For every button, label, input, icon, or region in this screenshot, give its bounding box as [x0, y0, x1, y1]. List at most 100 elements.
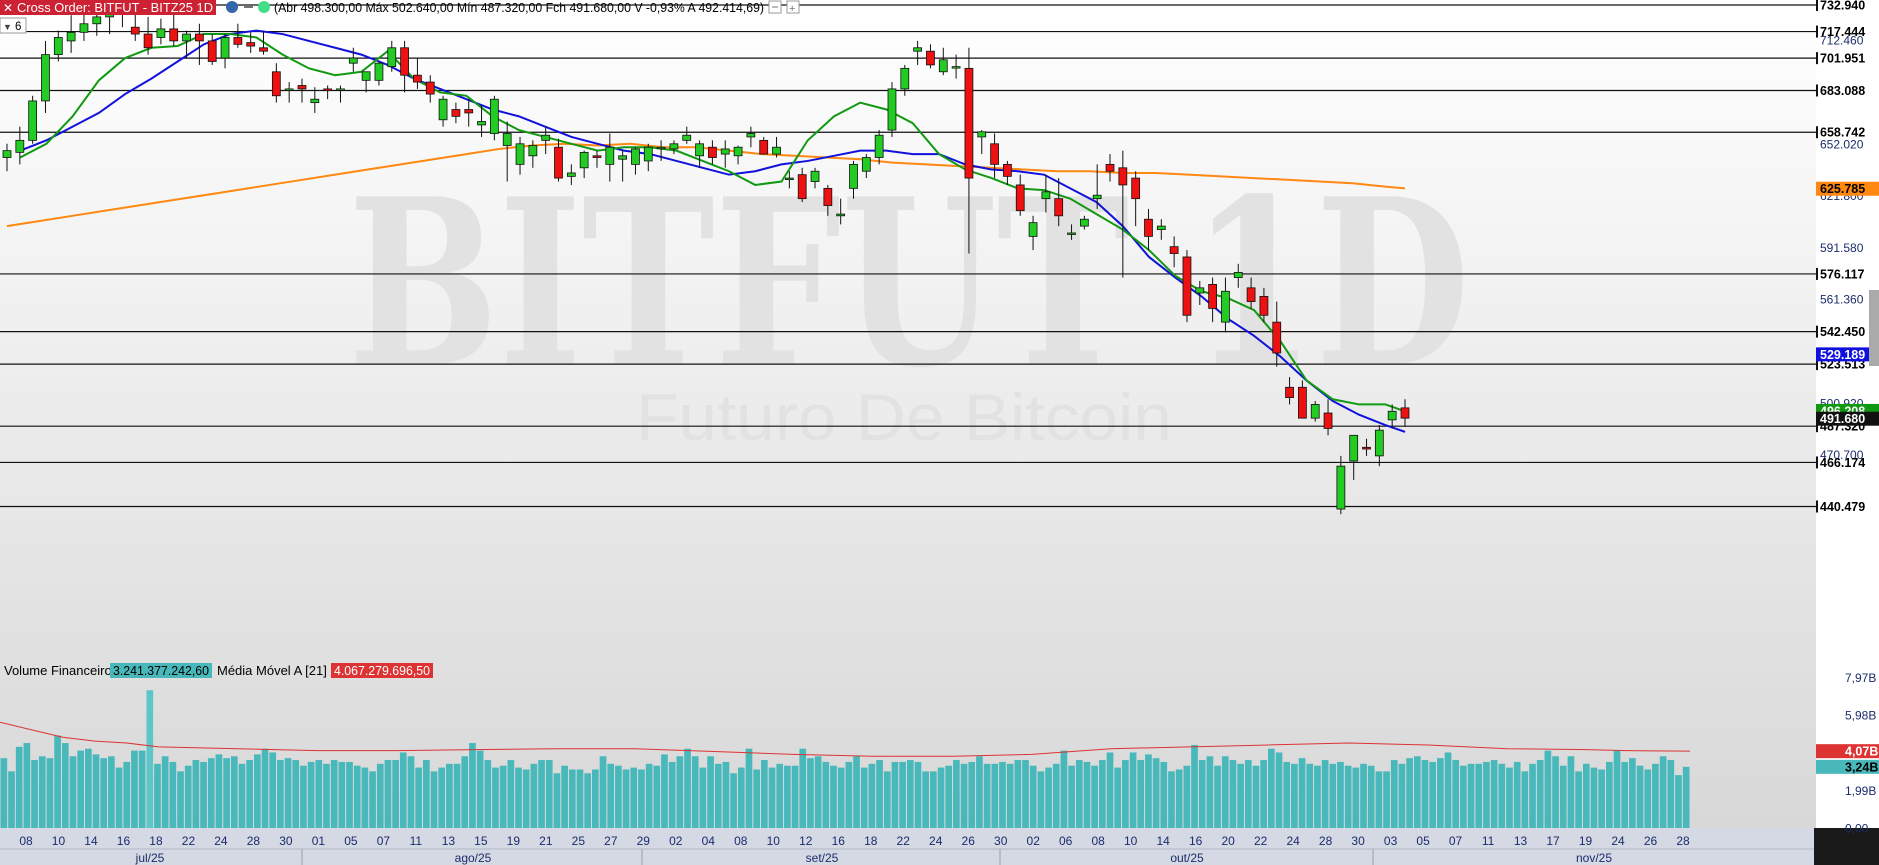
price-badge-label: 491.680	[1820, 412, 1865, 426]
candle-body	[1067, 232, 1076, 235]
candle-body	[182, 33, 191, 42]
candle	[195, 23, 204, 65]
candle	[271, 63, 281, 103]
time-axis-day: 27	[604, 834, 618, 848]
volume-bar	[1582, 763, 1590, 828]
volume-bar	[423, 760, 430, 828]
status-icon[interactable]	[258, 1, 270, 13]
time-axis-day: 30	[279, 834, 293, 848]
period-selector[interactable]	[0, 17, 27, 34]
volume-bar	[1559, 765, 1567, 828]
volume-bar	[1283, 761, 1291, 828]
volume-bar	[930, 771, 937, 828]
candle-body	[1144, 218, 1153, 237]
candle	[913, 40, 922, 65]
volume-bar	[499, 765, 507, 828]
candle-body	[92, 16, 102, 25]
candle	[1195, 280, 1205, 305]
candles	[2, 0, 1410, 515]
volume-bar	[361, 767, 369, 828]
candle	[1028, 215, 1038, 251]
candle	[618, 150, 628, 182]
candle-body	[195, 33, 204, 42]
time-axis-day: 25	[572, 834, 586, 848]
volume-bar	[461, 756, 469, 828]
volume-bar	[937, 767, 945, 828]
candle	[733, 145, 743, 165]
volume-bar	[323, 763, 330, 828]
price-line-label: 701.951	[1820, 52, 1865, 66]
price-line-marker	[1816, 52, 1818, 65]
candle	[207, 34, 217, 65]
volume-bar	[1298, 758, 1306, 828]
candle-body	[977, 131, 987, 138]
candle-body	[797, 174, 807, 200]
volume-bar	[1160, 761, 1168, 828]
horizontal-lines	[0, 4, 1816, 508]
volume-bar	[1337, 761, 1344, 828]
globe-icon[interactable]	[226, 1, 238, 13]
volume-bar	[876, 760, 883, 828]
volume-bar	[492, 767, 499, 828]
candle-body	[1349, 434, 1359, 462]
candle-body	[2, 150, 12, 158]
candle	[400, 40, 409, 93]
volume-bar	[837, 767, 845, 828]
candle	[348, 47, 358, 72]
volume-bar	[23, 743, 31, 828]
price-line-marker	[1816, 420, 1818, 433]
volume-bar	[953, 760, 960, 828]
candle	[1310, 401, 1320, 422]
price-line-label: 542.450	[1820, 325, 1865, 339]
candle-body	[759, 139, 769, 155]
volume-value-box	[110, 663, 212, 678]
title-box[interactable]	[0, 0, 216, 15]
candle	[361, 71, 371, 93]
candle-body	[79, 23, 89, 33]
volume-bar	[1221, 756, 1229, 828]
time-axis-month: nov/25	[1576, 851, 1612, 865]
candle	[1221, 277, 1230, 333]
scrollbar-thumb[interactable]	[1869, 290, 1879, 366]
volume-bar	[1314, 765, 1321, 828]
volume-bar	[922, 771, 929, 828]
volume-bar	[1244, 760, 1252, 828]
price-badge	[1816, 181, 1879, 196]
volume-bar	[699, 767, 707, 828]
candle-body	[554, 146, 563, 179]
volume-bar	[653, 765, 661, 828]
volume-bar	[292, 760, 300, 828]
candle	[1387, 404, 1397, 429]
candle	[1285, 376, 1294, 405]
time-axis-day: 24	[214, 834, 228, 848]
candle	[53, 30, 63, 62]
volume-bar	[576, 769, 584, 828]
price-badge-label: 529.189	[1820, 348, 1865, 362]
candle-body	[631, 148, 640, 165]
volume-bar	[1075, 760, 1083, 828]
volume-bar	[1467, 763, 1475, 828]
volume-bar	[85, 748, 92, 828]
candle	[41, 40, 50, 113]
volume-bar	[1122, 760, 1129, 828]
candle	[695, 140, 704, 168]
close-icon[interactable]: ✕	[3, 1, 13, 15]
volume-bar	[622, 769, 630, 828]
price-badge	[1816, 411, 1879, 426]
candle	[964, 47, 974, 254]
add-button[interactable]	[786, 0, 800, 14]
volume-bar	[584, 773, 591, 828]
volume-bar	[77, 750, 84, 828]
candle-body	[233, 37, 243, 45]
volume-bar	[730, 773, 737, 828]
period-selector-value: 6	[15, 21, 21, 33]
candle	[233, 23, 243, 48]
volume-bar	[645, 763, 653, 828]
volume-bar	[115, 767, 123, 828]
time-axis-day: 11	[1482, 834, 1495, 848]
volume-bar	[169, 761, 177, 828]
price-line-marker	[1816, 500, 1818, 513]
volume-bar	[1175, 769, 1183, 828]
candle	[156, 18, 166, 45]
